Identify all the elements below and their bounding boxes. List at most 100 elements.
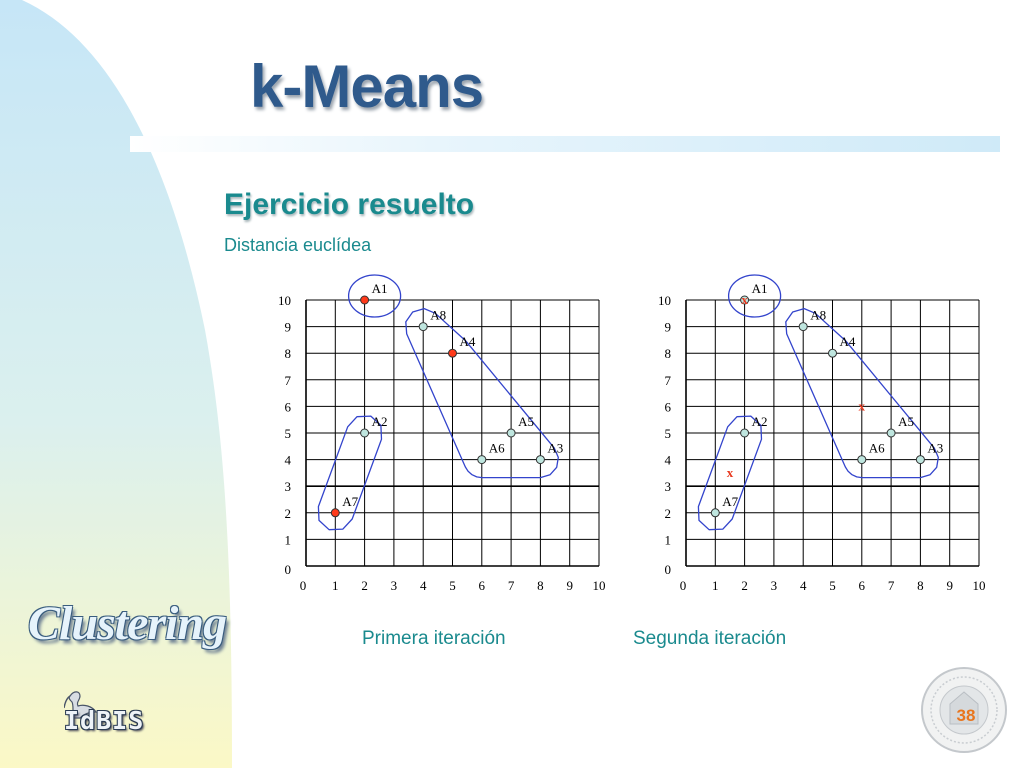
y-tick-label: 6: [665, 399, 672, 414]
centroid-marker: x: [741, 292, 748, 307]
idbis-logo: IdBIS: [62, 690, 182, 740]
idbis-logo-text: IdBIS: [64, 706, 145, 735]
point-label: A8: [810, 308, 826, 323]
point-label: A5: [898, 414, 914, 429]
point-label: A2: [372, 414, 388, 429]
data-point-a8: [418, 322, 428, 332]
y-tick-label: 5: [665, 426, 672, 441]
data-point-a8: [798, 322, 808, 332]
x-tick-label: 9: [566, 578, 573, 593]
data-point-a6: [477, 455, 487, 465]
grid: [305, 299, 600, 567]
x-tick-label: 1: [332, 578, 339, 593]
y-tick-label: 2: [665, 506, 672, 521]
data-point-a4: [828, 348, 837, 358]
point-label: A1: [752, 281, 768, 296]
y-tick-label: 9: [665, 320, 672, 335]
slide-subtitle: Ejercicio resuelto: [224, 188, 475, 221]
x-tick-label: 3: [391, 578, 398, 593]
y-tick-label: 10: [658, 293, 671, 308]
data-point-a5: [506, 428, 516, 438]
cluster-outline: [317, 415, 383, 531]
x-tick-label: 4: [420, 578, 427, 593]
slide-subsubtitle: Distancia euclídea: [224, 235, 372, 255]
point-label: A1: [372, 281, 388, 296]
point-label: A4: [460, 334, 476, 349]
data-point-a4: [448, 348, 457, 358]
point-label: A3: [927, 441, 943, 456]
x-tick-label: 2: [361, 578, 368, 593]
y-tick-label: 0: [665, 562, 672, 577]
y-tick-label: 1: [665, 532, 672, 547]
x-tick-label: 6: [859, 578, 866, 593]
x-tick-label: 2: [741, 578, 748, 593]
y-tick-label: 9: [285, 320, 292, 335]
x-tick-label: 5: [449, 578, 456, 593]
y-tick-label: 1: [285, 532, 292, 547]
point-label: A8: [430, 308, 446, 323]
data-point-a1: [360, 295, 370, 305]
cluster-outline: [347, 274, 402, 318]
y-tick-label: 5: [285, 426, 292, 441]
data-point-a2: [360, 428, 370, 438]
data-point-a3: [535, 455, 545, 465]
x-tick-label: 0: [680, 578, 687, 593]
ibis-bird-icon: [64, 691, 98, 719]
y-tick-label: 7: [665, 373, 672, 388]
centroid-marker: x: [727, 465, 734, 480]
x-tick-label: 7: [888, 578, 895, 593]
data-point-a5: [886, 428, 896, 438]
clustering-wordmark: Clustering: [28, 597, 227, 650]
point-label: A6: [869, 441, 885, 456]
y-tick-label: 4: [665, 453, 672, 468]
y-tick-label: 2: [285, 506, 292, 521]
y-tick-label: 7: [285, 373, 292, 388]
y-tick-label: 6: [285, 399, 292, 414]
x-tick-label: 7: [508, 578, 515, 593]
x-tick-label: 1: [712, 578, 719, 593]
x-tick-label: 9: [946, 578, 953, 593]
slide-title: k-Means: [250, 53, 484, 120]
plot-first-iteration: 0 1 2 3 4 5 6 7 8 9 10 0 1 2 3 4 5 6 7 8 9 10 A1 A2 A3 A4 A5 A6 A7 A8: [278, 274, 606, 593]
grid: [685, 299, 980, 567]
data-point-a1: [740, 295, 750, 305]
x-tick-label: 8: [917, 578, 924, 593]
y-tick-label: 3: [665, 479, 672, 494]
cluster-outline: [697, 415, 763, 531]
cluster-outline: [785, 307, 939, 479]
page-number: 38: [956, 706, 976, 725]
point-label: A7: [722, 494, 738, 509]
x-tick-label: 0: [300, 578, 307, 593]
data-point-a2: [740, 428, 750, 438]
university-seal-icon: [921, 667, 1007, 753]
cluster-outline: [727, 274, 782, 318]
data-point-a3: [915, 455, 925, 465]
caption-first-iteration: Primera iteración: [362, 628, 506, 649]
data-point-a7: [710, 508, 720, 518]
x-tick-label: 6: [479, 578, 486, 593]
point-label: A5: [518, 414, 534, 429]
cluster-outline: [405, 307, 559, 479]
plot-second-iteration: 0 1 2 3 4 5 6 7 8 9 10 0 1 2 3 4 5 6 7 8 9 10 A1 A2 A3 A4 A5 A6 A7 A8…: [658, 274, 986, 593]
point-label: A6: [489, 441, 505, 456]
y-tick-label: 10: [278, 293, 291, 308]
data-point-a7: [330, 508, 340, 518]
x-tick-label: 8: [537, 578, 544, 593]
centroid-marker: x: [859, 398, 866, 413]
caption-second-iteration: Segunda iteración: [633, 628, 787, 649]
point-label: A3: [547, 441, 563, 456]
point-label: A7: [342, 494, 358, 509]
x-tick-label: 3: [771, 578, 778, 593]
y-tick-label: 3: [285, 479, 292, 494]
x-tick-label: 10: [973, 578, 986, 593]
y-tick-label: 0: [285, 562, 292, 577]
x-tick-label: 5: [829, 578, 836, 593]
x-tick-label: 4: [800, 578, 807, 593]
y-tick-label: 8: [665, 346, 672, 361]
y-tick-label: 8: [285, 346, 292, 361]
point-label: A4: [840, 334, 856, 349]
point-label: A2: [752, 414, 768, 429]
x-tick-label: 10: [593, 578, 606, 593]
data-point-a6: [857, 455, 867, 465]
